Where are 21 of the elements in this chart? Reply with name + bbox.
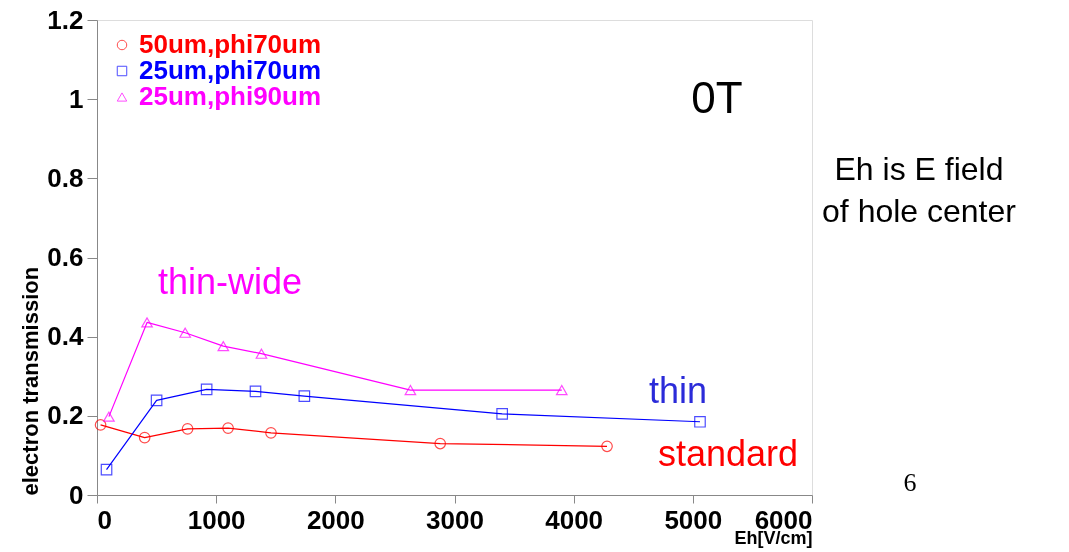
annotation: standard (657, 433, 799, 474)
annotation: 0T (691, 73, 743, 122)
x-tick-label: 3000 (426, 504, 484, 535)
annotation: thin (648, 370, 708, 411)
y-tick-label: 0 (69, 479, 84, 510)
y-tick-label: 0.2 (47, 400, 84, 431)
y-tick-label: 0.8 (47, 162, 84, 193)
y-tick-label: 1.2 (47, 4, 84, 35)
text: Eh is E field of hole center (822, 151, 1017, 229)
x-tick-label: 2000 (306, 504, 365, 535)
y-tick-label: 1 (69, 83, 84, 114)
x-tick-label: 5000 (664, 504, 723, 535)
legend-label: 50um,phi70um (139, 29, 322, 59)
x-tick-label: 0 (97, 504, 112, 535)
y-axis-title: electron transmission (18, 266, 44, 496)
text: 6 (903, 468, 917, 497)
annotation: thin-wide (157, 261, 303, 302)
x-tick-label: 4000 (545, 504, 604, 535)
y-tick-label: 0.6 (47, 242, 84, 272)
y-tick-label: 0.4 (47, 321, 85, 352)
x-tick-label: 1000 (187, 504, 246, 535)
